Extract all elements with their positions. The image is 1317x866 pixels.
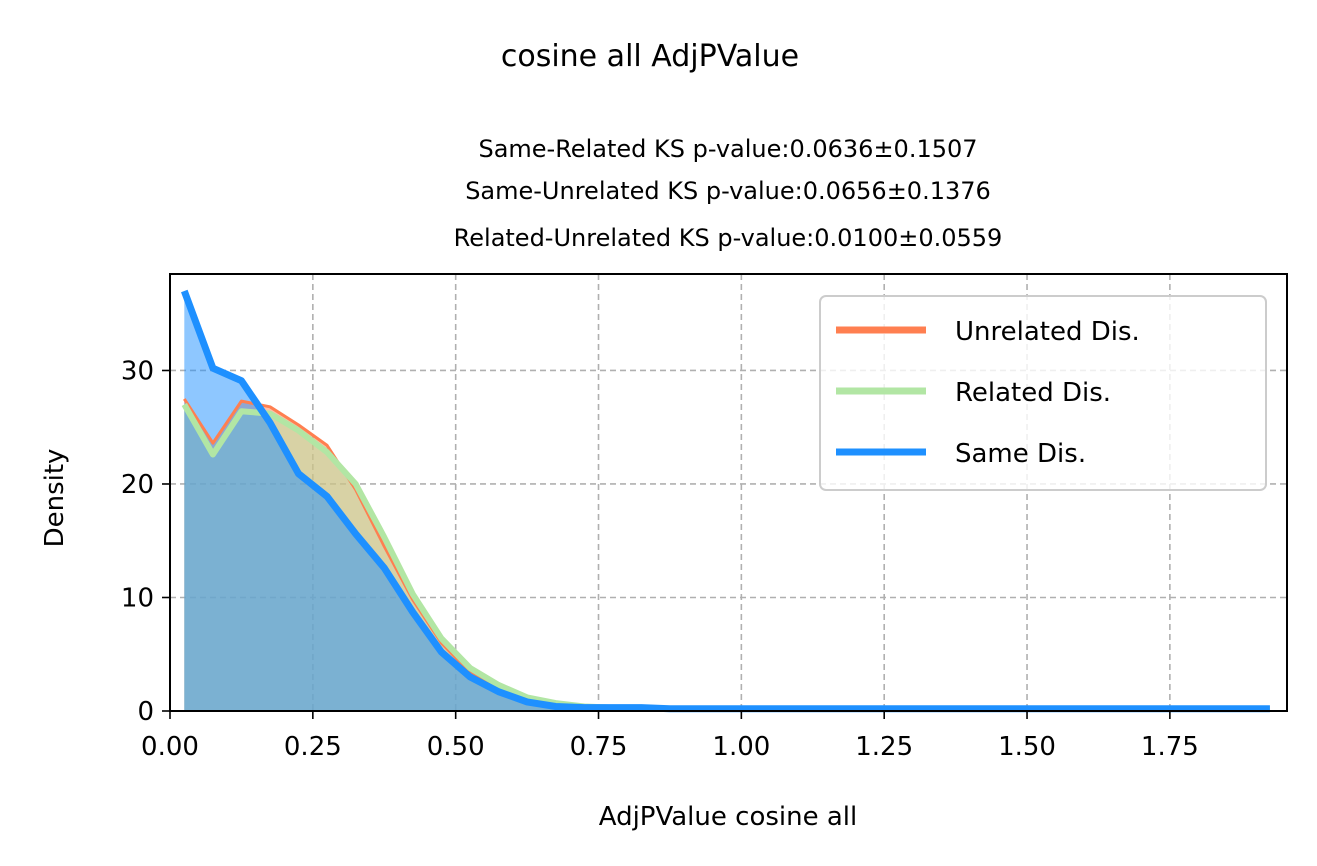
chart-suptitle: cosine all AdjPValue [501,39,799,74]
x-axis-label: AdjPValue cosine all [599,802,858,832]
x-tick-label-2: 0.50 [427,732,485,762]
x-tick-label-3: 0.75 [570,732,628,762]
x-tick-label-4: 1.00 [712,732,770,762]
x-tick-label-0: 0.00 [141,732,199,762]
plot-frame [169,273,1288,712]
x-axis-ticks: 0.00 0.25 0.50 0.75 1.00 1.25 1.50 1.75 [141,711,1199,762]
legend-label-related: Related Dis. [955,378,1111,408]
chart-title-line-2: Same-Unrelated KS p-value:0.0656±0.1376 [465,177,991,205]
x-tick-label-1: 0.25 [284,732,342,762]
y-tick-label-1: 10 [121,583,154,613]
x-tick-label-6: 1.50 [998,732,1056,762]
legend: Unrelated Dis. Related Dis. Same Dis. [819,295,1267,491]
area-same-dis [184,291,1270,711]
legend-label-unrelated: Unrelated Dis. [955,317,1140,347]
y-tick-label-2: 20 [121,470,154,500]
chart-title-line-1: Same-Related KS p-value:0.0636±0.1507 [478,135,977,163]
series-lines [181,289,1270,713]
y-axis-label: Density [40,449,70,548]
y-tick-label-3: 30 [121,356,154,386]
line-same-dis [181,289,1270,713]
chart-title-line-3: Related-Unrelated KS p-value:0.0100±0.05… [454,224,1003,252]
y-axis-ticks: 0 10 20 30 [121,356,170,727]
x-tick-label-7: 1.75 [1141,732,1199,762]
y-tick-label-0: 0 [137,697,154,727]
x-tick-label-5: 1.25 [855,732,913,762]
legend-box [819,295,1267,491]
legend-label-same: Same Dis. [955,439,1086,469]
